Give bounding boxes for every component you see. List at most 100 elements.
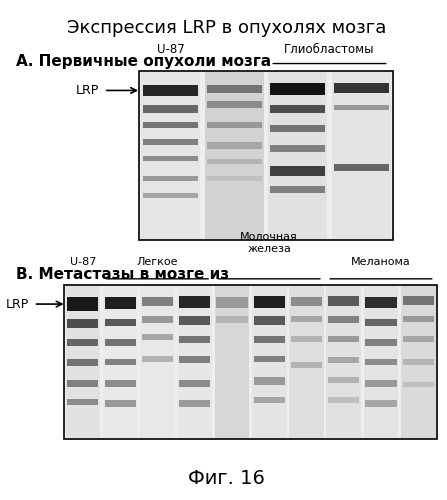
- Bar: [179, 316, 210, 325]
- Bar: [270, 125, 325, 132]
- Bar: [365, 318, 396, 326]
- Bar: [332, 72, 391, 239]
- Text: U-87: U-87: [70, 258, 96, 268]
- Text: Меланома: Меланома: [351, 258, 411, 268]
- Bar: [179, 400, 210, 406]
- Text: Молочная
железа: Молочная железа: [240, 232, 298, 254]
- Bar: [216, 316, 248, 324]
- Bar: [364, 286, 398, 438]
- Bar: [207, 159, 261, 164]
- Bar: [105, 318, 136, 326]
- Bar: [143, 105, 198, 114]
- Bar: [328, 316, 359, 324]
- Bar: [291, 336, 322, 342]
- Bar: [328, 358, 359, 364]
- Bar: [179, 296, 210, 308]
- Bar: [270, 105, 325, 114]
- Bar: [66, 286, 100, 438]
- Bar: [67, 399, 98, 405]
- Bar: [403, 296, 434, 305]
- Bar: [142, 334, 173, 340]
- Bar: [179, 356, 210, 364]
- Bar: [105, 297, 136, 310]
- Bar: [142, 356, 173, 362]
- Bar: [365, 359, 396, 365]
- Text: Легкое: Легкое: [137, 258, 178, 268]
- Bar: [328, 296, 359, 306]
- Bar: [270, 166, 325, 176]
- Bar: [365, 380, 396, 386]
- Bar: [334, 105, 388, 110]
- Bar: [253, 336, 285, 344]
- Bar: [142, 297, 173, 306]
- Bar: [215, 286, 249, 438]
- Bar: [403, 336, 434, 342]
- Bar: [205, 72, 264, 239]
- Bar: [291, 297, 322, 306]
- Bar: [67, 318, 98, 328]
- Bar: [139, 71, 393, 240]
- Bar: [253, 378, 285, 385]
- Bar: [291, 362, 322, 368]
- Bar: [268, 72, 327, 239]
- Bar: [103, 286, 138, 438]
- Bar: [253, 316, 285, 325]
- Bar: [105, 339, 136, 346]
- Bar: [216, 297, 248, 308]
- Bar: [179, 336, 210, 344]
- Bar: [328, 398, 359, 404]
- Bar: [365, 400, 396, 406]
- Bar: [179, 380, 210, 386]
- Bar: [207, 176, 261, 181]
- Bar: [67, 297, 98, 311]
- Text: LRP: LRP: [6, 298, 29, 310]
- Text: А. Первичные опухоли мозга: А. Первичные опухоли мозга: [16, 54, 271, 68]
- Bar: [140, 286, 175, 438]
- Text: U-87: U-87: [157, 43, 185, 56]
- Bar: [207, 102, 261, 108]
- Bar: [365, 297, 396, 308]
- Bar: [334, 83, 388, 93]
- Bar: [289, 286, 324, 438]
- Text: Экспрессия LRP в опухолях мозга: Экспрессия LRP в опухолях мозга: [67, 19, 386, 37]
- Bar: [270, 83, 325, 94]
- Text: В. Метастазы в мозге из: В. Метастазы в мозге из: [16, 268, 229, 282]
- Bar: [105, 359, 136, 365]
- Bar: [365, 339, 396, 346]
- Bar: [207, 84, 261, 93]
- Bar: [252, 286, 287, 438]
- Bar: [328, 378, 359, 384]
- Text: Фиг. 16: Фиг. 16: [188, 469, 265, 488]
- Bar: [253, 296, 285, 308]
- Bar: [403, 359, 434, 365]
- Bar: [67, 339, 98, 346]
- Bar: [64, 285, 437, 439]
- Bar: [143, 138, 198, 145]
- Bar: [141, 72, 200, 239]
- Bar: [177, 286, 212, 438]
- Bar: [67, 359, 98, 366]
- Bar: [401, 286, 435, 438]
- Bar: [143, 122, 198, 128]
- Text: LRP: LRP: [76, 84, 99, 97]
- Bar: [207, 142, 261, 149]
- Bar: [143, 192, 198, 198]
- Bar: [207, 122, 261, 128]
- Bar: [403, 382, 434, 386]
- Bar: [143, 84, 198, 96]
- Bar: [326, 286, 361, 438]
- Bar: [403, 316, 434, 322]
- Bar: [143, 176, 198, 181]
- Bar: [105, 380, 136, 386]
- Bar: [270, 186, 325, 192]
- Bar: [253, 356, 285, 362]
- Bar: [142, 316, 173, 324]
- Text: Глиобластомы: Глиобластомы: [284, 43, 375, 56]
- Bar: [105, 400, 136, 406]
- Bar: [328, 336, 359, 342]
- Bar: [334, 164, 388, 170]
- Bar: [143, 156, 198, 160]
- Bar: [253, 398, 285, 404]
- Bar: [67, 380, 98, 386]
- Bar: [291, 316, 322, 322]
